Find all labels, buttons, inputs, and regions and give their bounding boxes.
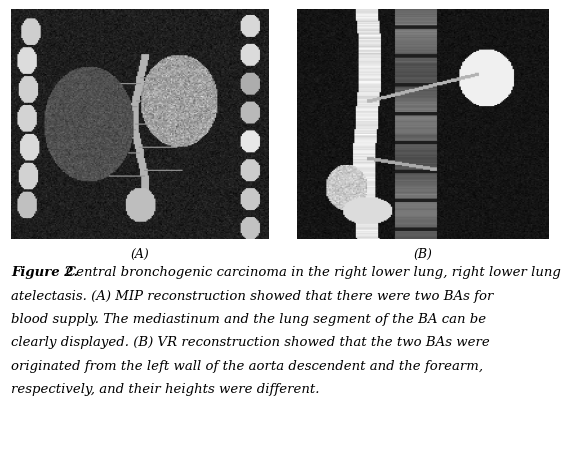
Text: blood supply. The mediastinum and the lung segment of the BA can be: blood supply. The mediastinum and the lu…: [11, 313, 487, 326]
Text: (B): (B): [414, 248, 432, 261]
Text: respectively, and their heights were different.: respectively, and their heights were dif…: [11, 383, 320, 396]
Text: (A): (A): [131, 248, 149, 261]
Text: Figure 2.: Figure 2.: [11, 266, 78, 279]
Text: Central bronchogenic carcinoma in the right lower lung, right lower lung: Central bronchogenic carcinoma in the ri…: [66, 266, 561, 279]
Text: atelectasis. (A) MIP reconstruction showed that there were two BAs for: atelectasis. (A) MIP reconstruction show…: [11, 290, 494, 303]
Text: clearly displayed. (B) VR reconstruction showed that the two BAs were: clearly displayed. (B) VR reconstruction…: [11, 336, 490, 350]
Text: originated from the left wall of the aorta descendent and the forearm,: originated from the left wall of the aor…: [11, 360, 483, 373]
